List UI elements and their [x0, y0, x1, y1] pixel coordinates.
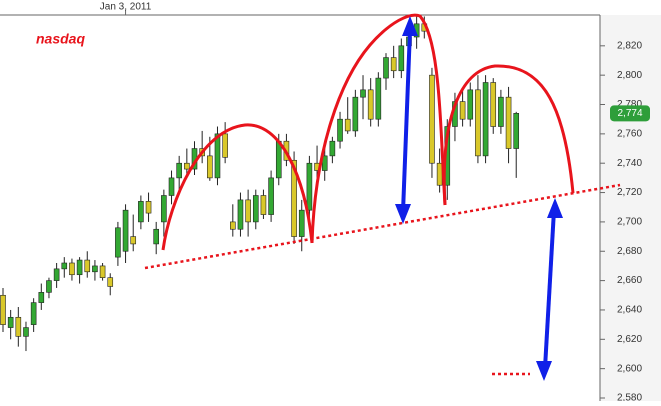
- candle-body: [214, 133, 221, 179]
- arrow-head: [536, 361, 552, 381]
- y-tick-label: 2,820: [617, 40, 642, 51]
- candle-body: [306, 162, 313, 211]
- candle-body: [298, 209, 305, 237]
- candle-body: [360, 89, 366, 98]
- candle-body: [15, 316, 22, 337]
- y-tick-label: 2,720: [617, 187, 642, 198]
- y-tick-label: 2,780: [617, 99, 642, 110]
- candle-body: [383, 57, 389, 79]
- candle-body: [168, 177, 175, 196]
- y-tick-label: 2,800: [617, 70, 642, 81]
- y-tick-label: 2,680: [617, 246, 642, 257]
- trendline: [144, 183, 621, 270]
- arc: [161, 123, 314, 251]
- candle-body: [367, 89, 374, 120]
- candle-body: [467, 89, 474, 120]
- candle-body: [268, 177, 274, 215]
- candle-body: [145, 201, 152, 214]
- last-price-box: [610, 105, 650, 122]
- candle-body: [107, 277, 114, 287]
- candle-body: [53, 268, 60, 281]
- candle-body: [459, 101, 466, 120]
- candle-body: [23, 327, 29, 337]
- y-tick-label: 2,620: [617, 334, 642, 345]
- candle-body: [429, 74, 435, 164]
- candle-body: [92, 265, 98, 273]
- candle-body: [76, 259, 83, 276]
- candle-body: [7, 316, 14, 328]
- candle-body: [344, 118, 351, 132]
- arc: [310, 13, 447, 244]
- y-tick-label: 2,580: [617, 393, 642, 401]
- candle-body: [482, 82, 489, 157]
- candle-body: [115, 227, 121, 258]
- candle-body: [237, 199, 244, 230]
- candle-body: [337, 118, 343, 142]
- candle-body: [38, 292, 45, 303]
- price-axis-panel: [600, 15, 661, 401]
- candle-body: [207, 155, 213, 179]
- candle-body: [69, 262, 75, 276]
- candle-body: [84, 259, 91, 273]
- candle-body: [138, 201, 144, 223]
- arc: [442, 64, 575, 206]
- y-tick-label: 2,760: [617, 129, 642, 140]
- candle-body: [398, 45, 405, 72]
- candle-body: [99, 265, 106, 278]
- candle-body: [153, 228, 159, 245]
- candle-body: [222, 133, 228, 158]
- candle-body: [230, 221, 236, 230]
- candle-body: [130, 236, 137, 245]
- candle-body: [375, 77, 382, 120]
- candle-body: [321, 155, 328, 171]
- y-tick-label: 2,700: [617, 217, 642, 228]
- arrows: [395, 16, 563, 381]
- candle-body: [275, 140, 282, 179]
- candle-body: [513, 113, 520, 149]
- candle-body: [30, 302, 37, 325]
- candle-body: [252, 195, 259, 223]
- candle-body: [161, 195, 167, 223]
- candle-body: [498, 96, 504, 127]
- annotations: [144, 13, 621, 376]
- candle-body: [260, 195, 267, 215]
- candle-body: [245, 199, 251, 223]
- candle-body: [329, 140, 336, 157]
- arrow: [401, 29, 412, 213]
- x-tick-label: Jan 3, 2011: [100, 2, 152, 13]
- last-price-label: 2,774: [617, 108, 642, 119]
- y-tick-label: 2,600: [617, 363, 642, 374]
- candle-body: [475, 89, 481, 157]
- candle-body: [505, 96, 512, 149]
- candle-body: [46, 280, 52, 293]
- y-tick-label: 2,660: [617, 275, 642, 286]
- candle-body: [61, 262, 68, 270]
- candle-body: [176, 162, 182, 179]
- plot: [0, 16, 520, 352]
- arrow: [543, 209, 556, 369]
- y-tick-label: 2,740: [617, 158, 642, 169]
- arrow-head: [395, 204, 411, 224]
- candle-body: [436, 162, 443, 186]
- arrow-head: [547, 198, 563, 218]
- candle-body: [184, 162, 190, 170]
- candle-body: [0, 294, 6, 325]
- chart-title: nasdaq: [36, 31, 85, 47]
- candle-body: [390, 57, 397, 72]
- arrow-head: [402, 16, 418, 36]
- candle-body: [490, 82, 497, 127]
- candle-body: [291, 159, 297, 237]
- candle-body: [352, 96, 359, 132]
- y-tick-label: 2,640: [617, 305, 642, 316]
- candle-body: [122, 209, 129, 252]
